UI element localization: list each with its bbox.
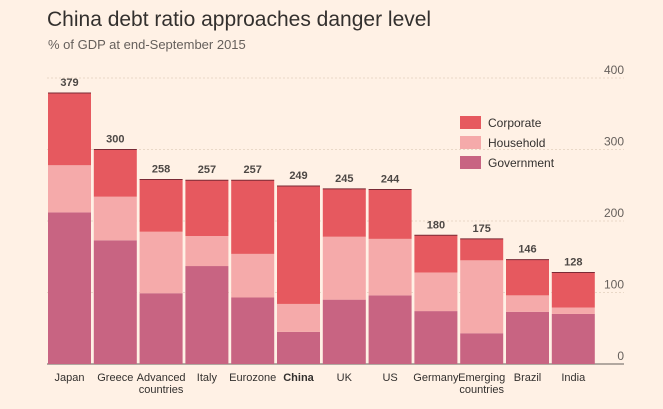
bar-government-emerging-countries[interactable] — [460, 333, 504, 364]
legend-label-corporate: Corporate — [488, 116, 542, 130]
legend-swatch-government — [460, 156, 481, 169]
legend-swatch-corporate — [460, 116, 481, 129]
y-tick-label: 100 — [604, 278, 624, 292]
x-tick-label: Emerging — [458, 372, 505, 384]
bar-corporate-india[interactable] — [551, 272, 595, 308]
y-tick-label: 300 — [604, 135, 624, 149]
bar-corporate-emerging-countries[interactable] — [460, 238, 504, 261]
x-tick-label: UK — [337, 372, 353, 384]
bar-government-uk[interactable] — [322, 299, 366, 364]
y-tick-label: 400 — [604, 63, 624, 77]
bar-household-germany[interactable] — [414, 272, 458, 312]
bar-household-eurozone[interactable] — [231, 253, 275, 298]
x-tick-label: Greece — [97, 372, 133, 384]
bar-household-us[interactable] — [368, 238, 412, 296]
legend-swatch-household — [460, 136, 481, 149]
bar-corporate-uk[interactable] — [322, 188, 366, 237]
value-label: 245 — [335, 173, 353, 185]
chart-subtitle: % of GDP at end-September 2015 — [48, 37, 246, 52]
bar-corporate-us[interactable] — [368, 189, 412, 239]
bar-corporate-china[interactable] — [277, 185, 320, 304]
bar-government-japan[interactable] — [48, 212, 91, 364]
bar-household-japan[interactable] — [48, 165, 91, 213]
bar-household-india[interactable] — [551, 307, 595, 314]
bar-corporate-advanced-countries[interactable] — [139, 179, 183, 232]
value-label: 180 — [427, 219, 445, 231]
x-tick-label: Germany — [413, 372, 459, 384]
x-tick-label: Italy — [197, 372, 218, 384]
bar-household-italy[interactable] — [185, 236, 229, 267]
x-tick-label: countries — [459, 384, 504, 396]
bar-household-advanced-countries[interactable] — [139, 231, 183, 294]
x-tick-label: Advanced — [137, 372, 186, 384]
x-tick-label: Brazil — [514, 372, 542, 384]
value-label: 175 — [473, 223, 491, 235]
value-label: 128 — [564, 256, 582, 268]
bar-corporate-japan[interactable] — [48, 93, 91, 166]
x-tick-label: US — [382, 372, 397, 384]
bar-government-india[interactable] — [551, 313, 595, 364]
bar-household-uk[interactable] — [322, 236, 366, 300]
value-label: 249 — [289, 170, 307, 182]
bar-corporate-italy[interactable] — [185, 180, 229, 237]
value-label: 258 — [152, 164, 170, 176]
legend-label-government: Government — [488, 156, 555, 170]
bar-government-greece[interactable] — [93, 240, 137, 364]
value-label: 146 — [518, 244, 536, 256]
value-label: 257 — [198, 164, 216, 176]
bar-household-emerging-countries[interactable] — [460, 260, 504, 334]
chart-title: China debt ratio approaches danger level — [47, 8, 432, 31]
bar-household-greece[interactable] — [93, 196, 137, 241]
bar-corporate-germany[interactable] — [414, 235, 458, 273]
bar-government-us[interactable] — [368, 295, 412, 364]
y-tick-label: 0 — [617, 349, 624, 363]
bar-corporate-brazil[interactable] — [506, 259, 549, 296]
x-tick-label: China — [283, 372, 314, 384]
bar-household-brazil[interactable] — [506, 295, 549, 312]
bar-government-china[interactable] — [277, 331, 320, 364]
bar-government-eurozone[interactable] — [231, 297, 275, 364]
x-tick-label: India — [561, 372, 586, 384]
bar-government-germany[interactable] — [414, 311, 458, 364]
x-tick-label: Japan — [55, 372, 85, 384]
bar-government-advanced-countries[interactable] — [139, 293, 183, 364]
bar-government-italy[interactable] — [185, 266, 229, 364]
value-label: 300 — [106, 134, 124, 146]
bar-household-china[interactable] — [277, 303, 320, 332]
value-label: 244 — [381, 174, 400, 186]
value-label: 257 — [244, 164, 262, 176]
legend-label-household: Household — [488, 136, 545, 150]
x-tick-label: Eurozone — [229, 372, 276, 384]
y-tick-label: 200 — [604, 206, 624, 220]
value-label: 379 — [60, 77, 78, 89]
x-tick-label: countries — [139, 384, 184, 396]
bar-corporate-eurozone[interactable] — [231, 180, 275, 254]
bar-corporate-greece[interactable] — [93, 149, 137, 197]
bar-government-brazil[interactable] — [506, 311, 549, 364]
